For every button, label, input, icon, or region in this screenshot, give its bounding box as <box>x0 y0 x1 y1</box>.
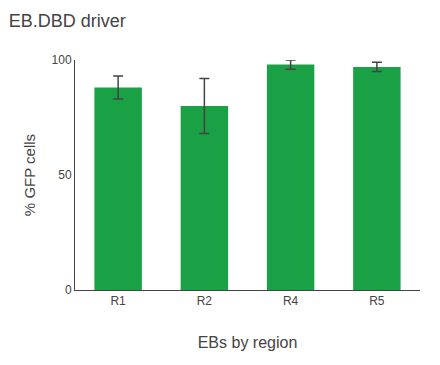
svg-text:% GFP cells: % GFP cells <box>21 134 38 216</box>
svg-text:100: 100 <box>52 53 72 67</box>
svg-text:R2: R2 <box>197 294 213 308</box>
svg-text:R1: R1 <box>110 294 126 308</box>
svg-text:50: 50 <box>58 168 72 182</box>
svg-text:R5: R5 <box>369 294 385 308</box>
svg-text:EB.DBD driver: EB.DBD driver <box>9 11 126 31</box>
svg-text:0: 0 <box>65 283 72 297</box>
svg-text:EBs by region: EBs by region <box>198 334 298 351</box>
svg-text:R4: R4 <box>283 294 299 308</box>
